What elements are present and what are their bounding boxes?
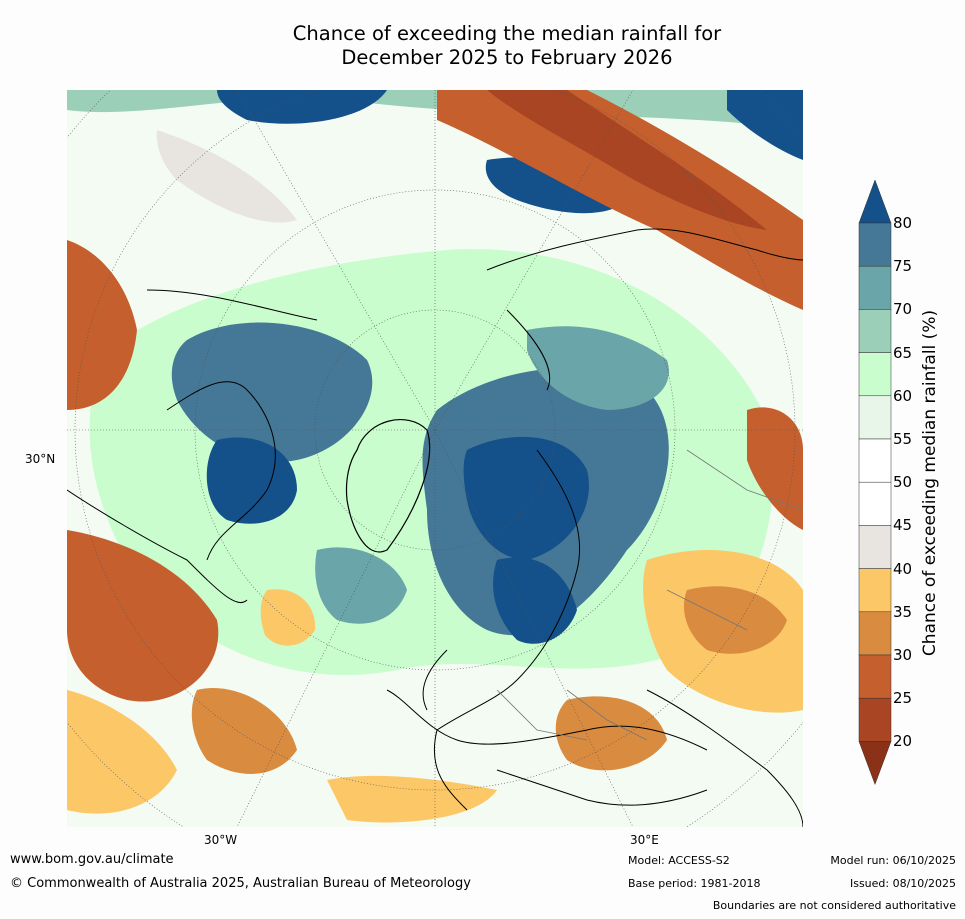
colorbar-tick-label: 35 <box>893 602 913 621</box>
probability-region <box>493 557 577 644</box>
colorbar-bin <box>858 697 892 742</box>
probability-region <box>67 240 137 410</box>
probability-region <box>487 90 767 230</box>
colorbar-bin <box>858 611 892 656</box>
colorbar-tick-label: 45 <box>893 516 913 535</box>
latitude-circle <box>74 90 796 791</box>
probability-region <box>191 688 297 774</box>
base-period-text: Base period: 1981-2018 <box>628 877 761 890</box>
issued-text: Issued: 08/10/2025 <box>849 877 956 890</box>
latitude-circle <box>194 189 676 671</box>
model-run-text: Model run: 06/10/2025 <box>830 854 956 867</box>
colorbar-bin <box>858 568 892 613</box>
meridian-line <box>434 429 634 827</box>
colorbar-tick-label: 60 <box>893 386 913 405</box>
title-line-1: Chance of exceeding the median rainfall … <box>292 22 722 45</box>
probability-region <box>555 696 667 771</box>
colorbar-label: Chance of exceeding median rainfall (%) <box>920 309 940 657</box>
colorbar-bin <box>858 265 892 310</box>
colorbar-tick-label: 80 <box>893 214 913 232</box>
colorbar-tick-label: 75 <box>893 257 913 276</box>
coastline-europe <box>386 689 803 827</box>
colorbar-tick-label: 55 <box>893 430 913 448</box>
colorbar-bin <box>858 654 892 699</box>
colorbar <box>855 179 895 786</box>
colorbar-tick-label: 30 <box>893 646 913 664</box>
latitude-label-30n: 30°N <box>25 452 56 466</box>
colorbar-bin <box>858 438 892 483</box>
colorbar-tick-label: 40 <box>893 559 913 578</box>
map-title: Chance of exceeding the median rainfall … <box>0 22 965 70</box>
probability-region <box>747 407 803 530</box>
probability-region <box>315 547 407 624</box>
model-text: Model: ACCESS-S2 <box>628 854 730 867</box>
probability-region <box>683 586 787 654</box>
probability-region <box>463 436 589 560</box>
colorbar-bin <box>858 352 892 397</box>
probability-region <box>206 437 297 524</box>
colorbar-tick-label: 25 <box>893 689 913 708</box>
meridian-line <box>236 90 436 431</box>
meridian-line <box>434 90 634 431</box>
colorbar-tick-label: 70 <box>893 300 913 319</box>
probability-region <box>727 90 803 160</box>
probability-region <box>156 130 297 223</box>
copyright-text: © Commonwealth of Australia 2025, Austra… <box>10 876 471 891</box>
colorbar-extend-bottom <box>858 741 892 786</box>
colorbar-tick-label: 65 <box>893 343 913 362</box>
country-borders <box>496 449 803 741</box>
probability-region <box>67 530 219 702</box>
probability-region <box>327 775 497 823</box>
colorbar-bin <box>858 309 892 353</box>
disclaimer-text: Boundaries are not considered authoritat… <box>712 899 956 912</box>
colorbar-bin <box>858 395 892 440</box>
probability-region <box>67 690 177 814</box>
latitude-circle <box>314 309 556 551</box>
colorbar-bin <box>858 222 892 267</box>
title-line-2: December 2025 to February 2026 <box>341 46 673 69</box>
meridian-line <box>236 429 436 827</box>
longitude-label-30e: 30°E <box>630 833 659 847</box>
coastline-north-america <box>67 289 318 604</box>
probability-region <box>527 326 669 410</box>
probability-region <box>260 589 316 646</box>
colorbar-tick-label: 20 <box>893 732 913 751</box>
coastline-greenland <box>345 419 431 553</box>
coastline-eurasia <box>422 228 803 811</box>
rainfall-probability-map <box>67 90 803 827</box>
probability-region <box>171 322 373 462</box>
colorbar-tick-label: 50 <box>893 473 913 492</box>
probability-region <box>485 157 627 214</box>
colorbar-extend-top <box>858 179 892 224</box>
probability-region <box>437 90 803 310</box>
colorbar-bin <box>858 525 892 569</box>
colorbar-bin <box>858 481 892 526</box>
probability-region <box>217 90 387 124</box>
longitude-label-30w: 30°W <box>204 833 238 847</box>
website-text: www.bom.gov.au/climate <box>10 852 174 867</box>
